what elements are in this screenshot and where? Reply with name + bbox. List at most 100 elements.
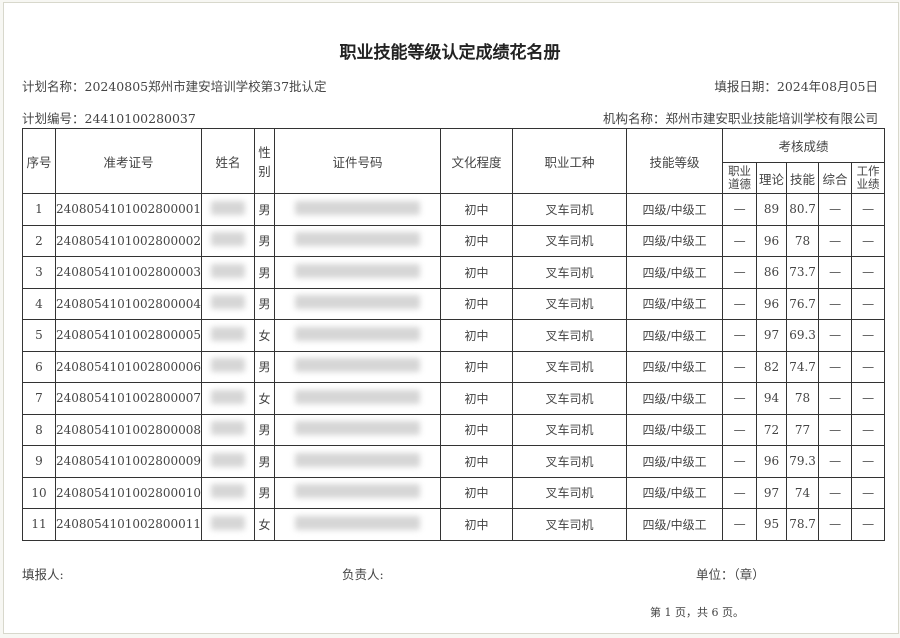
id-number-cell-redacted: [274, 445, 442, 478]
cell-seq: 9: [22, 445, 56, 478]
cell-overall: —: [818, 193, 853, 226]
cell-seq: 1: [22, 193, 56, 226]
name-cell-redacted: [201, 382, 256, 415]
table-row: 2 2408054101002800002 男初中 叉车司机 四级/中级工 —96 78— —: [22, 224, 886, 257]
fill-date: 填报日期：2024年08月05日: [714, 79, 878, 94]
cell-education: 初中: [440, 382, 514, 415]
id-number-cell-redacted: [274, 256, 442, 289]
cell-theory: 72: [756, 413, 788, 446]
cell-ethics: —: [722, 413, 758, 446]
cell-education: 初中: [440, 508, 514, 541]
cell-theory: 96: [756, 224, 788, 257]
cell-skill: 76.7: [786, 287, 820, 320]
organization-name: 机构名称：郑州市建安职业技能培训学校有限公司: [602, 111, 878, 126]
cell-seq: 6: [22, 350, 56, 383]
cell-skill: 74: [786, 476, 820, 509]
cell-occupation: 叉车司机: [512, 319, 628, 352]
cell-exam-no: 2408054101002800009: [54, 445, 203, 478]
cell-occupation: 叉车司机: [512, 508, 628, 541]
cell-level: 四级/中级工: [626, 193, 724, 226]
cell-exam-no: 2408054101002800011: [54, 508, 203, 541]
name-cell-redacted: [201, 476, 256, 509]
cell-gender: 男: [254, 287, 276, 320]
cell-exam-no: 2408054101002800008: [54, 413, 203, 446]
table-row: 3 2408054101002800003 男初中 叉车司机 四级/中级工 —86 73.7…: [22, 256, 886, 289]
cell-gender: 男: [254, 350, 276, 383]
cell-performance: —: [851, 413, 886, 446]
cell-level: 四级/中级工: [626, 256, 724, 289]
cell-level: 四级/中级工: [626, 508, 724, 541]
header-id-no: 证件号码: [274, 128, 442, 194]
cell-level: 四级/中级工: [626, 287, 724, 320]
cell-level: 四级/中级工: [626, 382, 724, 415]
cell-performance: —: [851, 445, 886, 478]
cell-occupation: 叉车司机: [512, 193, 628, 226]
cell-ethics: —: [722, 508, 758, 541]
name-cell-redacted: [201, 319, 256, 352]
cell-seq: 4: [22, 287, 56, 320]
name-cell-redacted: [201, 256, 256, 289]
id-number-cell-redacted: [274, 476, 442, 509]
header-overall: 综合: [818, 162, 853, 194]
cell-occupation: 叉车司机: [512, 382, 628, 415]
cell-overall: —: [818, 445, 853, 478]
table-row: 9 2408054101002800009 男初中 叉车司机 四级/中级工 —96 79.3…: [22, 445, 886, 478]
cell-overall: —: [818, 256, 853, 289]
id-number-cell-redacted: [274, 508, 442, 541]
header-name: 姓名: [201, 128, 256, 194]
cell-seq: 2: [22, 224, 56, 257]
table-row: 7 2408054101002800007 女初中 叉车司机 四级/中级工 —94 78— —: [22, 382, 886, 415]
cell-level: 四级/中级工: [626, 319, 724, 352]
cell-overall: —: [818, 413, 853, 446]
cell-seq: 8: [22, 413, 56, 446]
cell-seq: 10: [22, 476, 56, 509]
cell-ethics: —: [722, 382, 758, 415]
cell-skill: 69.3: [786, 319, 820, 352]
table-row: 4 2408054101002800004 男初中 叉车司机 四级/中级工 —96 76.7…: [22, 287, 886, 320]
cell-theory: 95: [756, 508, 788, 541]
cell-ethics: —: [722, 287, 758, 320]
cell-level: 四级/中级工: [626, 476, 724, 509]
plan-name: 计划名称：20240805郑州市建安培训学校第37批认定: [22, 79, 327, 94]
cell-education: 初中: [440, 350, 514, 383]
cell-gender: 女: [254, 319, 276, 352]
cell-gender: 男: [254, 445, 276, 478]
name-cell-redacted: [201, 350, 256, 383]
cell-skill: 73.7: [786, 256, 820, 289]
page-title: 职业技能等级认定成绩花名册: [339, 43, 561, 63]
cell-gender: 男: [254, 413, 276, 446]
table-row: 8 2408054101002800008 男初中 叉车司机 四级/中级工 —72 77— —: [22, 413, 886, 446]
plan-number: 计划编号：24410100280037: [22, 111, 196, 126]
id-number-cell-redacted: [274, 382, 442, 415]
cell-exam-no: 2408054101002800005: [54, 319, 203, 352]
cell-ethics: —: [722, 476, 758, 509]
cell-occupation: 叉车司机: [512, 413, 628, 446]
cell-performance: —: [851, 224, 886, 257]
cell-occupation: 叉车司机: [512, 287, 628, 320]
header-level: 技能等级: [626, 128, 724, 194]
cell-gender: 女: [254, 382, 276, 415]
cell-skill: 79.3: [786, 445, 820, 478]
cell-skill: 78.7: [786, 508, 820, 541]
cell-education: 初中: [440, 445, 514, 478]
responsible-label: 负责人:: [342, 567, 384, 582]
cell-education: 初中: [440, 287, 514, 320]
cell-education: 初中: [440, 193, 514, 226]
cell-ethics: —: [722, 256, 758, 289]
cell-skill: 77: [786, 413, 820, 446]
cell-education: 初中: [440, 319, 514, 352]
id-number-cell-redacted: [274, 319, 442, 352]
cell-performance: —: [851, 508, 886, 541]
cell-overall: —: [818, 350, 853, 383]
cell-theory: 96: [756, 445, 788, 478]
cell-level: 四级/中级工: [626, 224, 724, 257]
cell-skill: 80.7: [786, 193, 820, 226]
cell-ethics: —: [722, 319, 758, 352]
cell-seq: 11: [22, 508, 56, 541]
table-row: 6 2408054101002800006 男初中 叉车司机 四级/中级工 —82 74.7…: [22, 350, 886, 383]
table-row: 1 240805410100280000​1 男初中 叉车司机 四级/中级工 —89 80.…: [22, 193, 886, 226]
cell-gender: 男: [254, 224, 276, 257]
cell-gender: 男: [254, 256, 276, 289]
cell-occupation: 叉车司机: [512, 224, 628, 257]
header-theory: 理论: [756, 162, 788, 194]
